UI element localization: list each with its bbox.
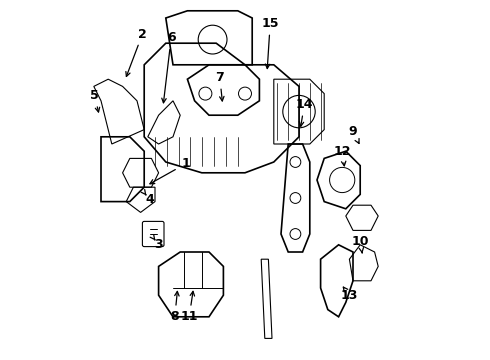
Text: 12: 12 (334, 145, 351, 158)
Text: 13: 13 (341, 289, 358, 302)
Text: 1: 1 (181, 157, 190, 170)
Text: 15: 15 (262, 17, 279, 30)
Text: 11: 11 (180, 310, 198, 323)
Text: 10: 10 (351, 235, 369, 248)
Text: 3: 3 (154, 238, 163, 251)
Text: 14: 14 (295, 98, 313, 111)
Text: 4: 4 (145, 193, 154, 206)
Text: 9: 9 (349, 125, 357, 138)
Text: 8: 8 (171, 310, 179, 323)
Text: 2: 2 (138, 28, 147, 41)
Text: 6: 6 (167, 31, 175, 44)
Text: 7: 7 (216, 71, 224, 84)
Text: 5: 5 (90, 89, 99, 102)
